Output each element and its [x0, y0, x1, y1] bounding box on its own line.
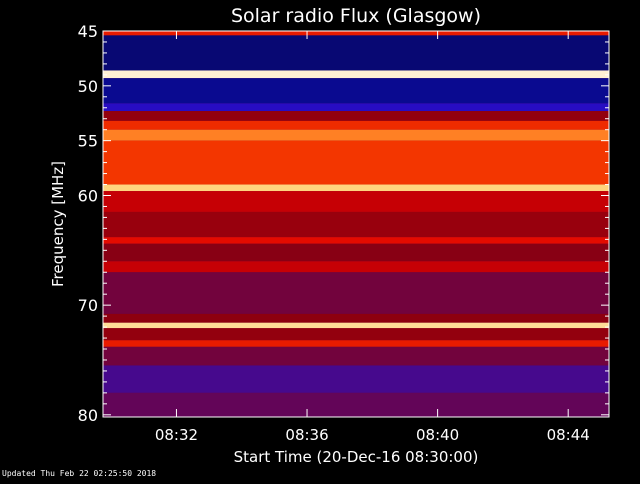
spectrum-band: [103, 103, 609, 112]
spectrum-band: [103, 111, 609, 121]
spectrum-band: [103, 322, 609, 329]
updated-timestamp: Updated Thu Feb 22 02:25:50 2018: [2, 469, 157, 478]
plot-area: [103, 31, 609, 417]
axes: 08:32 08:36 08:40 08:44 45 50 55 60 70 80: [78, 22, 610, 444]
spectrum-band: [103, 35, 609, 71]
spectrum-band: [103, 340, 609, 347]
plot-frame: [102, 30, 610, 418]
spectrum-band: [103, 346, 609, 366]
spectrum-band: [103, 31, 609, 36]
spectrum-band: [103, 237, 609, 244]
spectrum-band: [103, 140, 609, 185]
y-tick-label: 80: [78, 406, 98, 425]
spectrum-band: [103, 78, 609, 104]
x-tick-label: 08:40: [416, 426, 459, 444]
y-tick-label: 45: [78, 22, 98, 41]
x-tick-label: 08:32: [155, 426, 198, 444]
spectrum-band: [103, 261, 609, 273]
spectrum-band: [103, 120, 609, 130]
x-axis-label: Start Time (20-Dec-16 08:30:00): [234, 448, 479, 466]
x-tick-label: 08:44: [547, 426, 590, 444]
spectrum-band: [103, 392, 609, 417]
y-tick-label: 70: [78, 296, 98, 315]
spectrum-band: [103, 191, 609, 212]
spectrum-band: [103, 70, 609, 79]
spectrum-band: [103, 328, 609, 341]
y-axis-label: Frequency [MHz]: [49, 161, 67, 287]
y-tick-label: 55: [78, 132, 98, 151]
spectrum-band: [103, 272, 609, 314]
y-tick-label: 50: [78, 77, 98, 96]
x-tick-label: 08:36: [285, 426, 328, 444]
spectrum-band: [103, 365, 609, 393]
chart-title: Solar radio Flux (Glasgow): [231, 5, 481, 27]
spectrum-band: [103, 129, 609, 141]
y-tick-label: 60: [78, 186, 98, 205]
spectrum-band: [103, 313, 609, 323]
spectrum-band: [103, 184, 609, 192]
spectrum-band: [103, 211, 609, 238]
spectrum-band: [103, 243, 609, 262]
